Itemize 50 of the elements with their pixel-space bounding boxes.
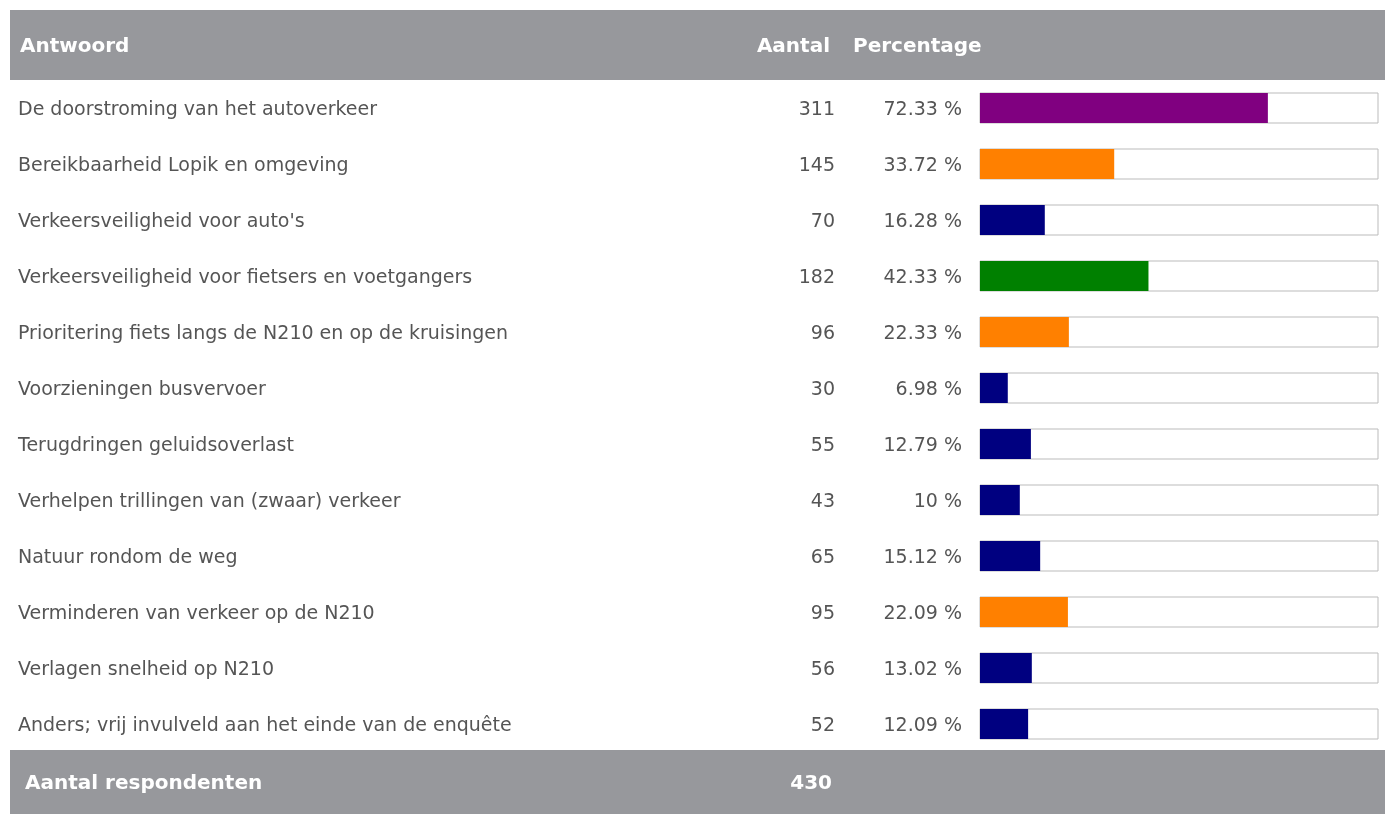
text: Aantal respondenten bbox=[25, 770, 263, 794]
y-tick-label: Verlagen snelheid op N210 bbox=[18, 657, 274, 679]
text: 311 bbox=[798, 97, 835, 119]
data-label: 33.72 % bbox=[883, 153, 962, 175]
text: 56 bbox=[810, 657, 835, 679]
data-label: 42.33 % bbox=[883, 265, 962, 287]
y-tick-label: Prioritering fiets langs de N210 en op de kruisingen bbox=[18, 321, 509, 343]
text: 55 bbox=[810, 433, 835, 455]
y-tick-label: Bereikbaarheid Lopik en omgeving bbox=[18, 153, 349, 175]
bar bbox=[980, 541, 1041, 571]
text: 52 bbox=[810, 713, 835, 735]
text: 65 bbox=[810, 545, 835, 567]
bar bbox=[980, 373, 1008, 403]
data-label: 13.02 % bbox=[883, 657, 962, 679]
bar bbox=[980, 429, 1031, 459]
data-label: 72.33 % bbox=[883, 97, 962, 119]
data-label: 22.33 % bbox=[883, 321, 962, 343]
data-label: 15.12 % bbox=[883, 545, 962, 567]
data-label: 6.98 % bbox=[895, 377, 962, 399]
text: 430 bbox=[790, 770, 832, 794]
bar bbox=[980, 597, 1068, 627]
bar bbox=[980, 485, 1020, 515]
text: 43 bbox=[810, 489, 835, 511]
y-tick-label: Natuur rondom de weg bbox=[18, 545, 238, 567]
bar bbox=[980, 653, 1032, 683]
text: 95 bbox=[810, 601, 835, 623]
text: 145 bbox=[798, 153, 835, 175]
text: Antwoord bbox=[20, 33, 130, 57]
text: 30 bbox=[810, 377, 835, 399]
y-tick-label: Verhelpen trillingen van (zwaar) verkeer bbox=[18, 489, 401, 511]
bar bbox=[980, 205, 1045, 235]
y-tick-label: Anders; vrij invulveld aan het einde van de enquête bbox=[18, 713, 512, 735]
data-label: 12.09 % bbox=[883, 713, 962, 735]
y-tick-label: Voorzieningen busvervoer bbox=[18, 377, 267, 399]
bar bbox=[980, 709, 1029, 739]
data-label: 10 % bbox=[913, 489, 962, 511]
y-tick-label: De doorstroming van het autoverkeer bbox=[18, 97, 378, 119]
text: Aantal bbox=[756, 33, 830, 57]
y-tick-label: Terugdringen geluidsoverlast bbox=[17, 433, 294, 455]
text: 96 bbox=[810, 321, 835, 343]
text: Percentage bbox=[853, 33, 982, 57]
data-label: 22.09 % bbox=[883, 601, 962, 623]
text: 182 bbox=[798, 265, 835, 287]
y-tick-label: Verminderen van verkeer op de N210 bbox=[18, 601, 375, 623]
y-tick-label: Verkeersveiligheid voor auto's bbox=[18, 209, 305, 231]
bar bbox=[980, 317, 1069, 347]
y-tick-label: Verkeersveiligheid voor fietsers en voetgangers bbox=[18, 265, 473, 287]
text: 70 bbox=[810, 209, 835, 231]
data-label: 16.28 % bbox=[883, 209, 962, 231]
data-label: 12.79 % bbox=[883, 433, 962, 455]
